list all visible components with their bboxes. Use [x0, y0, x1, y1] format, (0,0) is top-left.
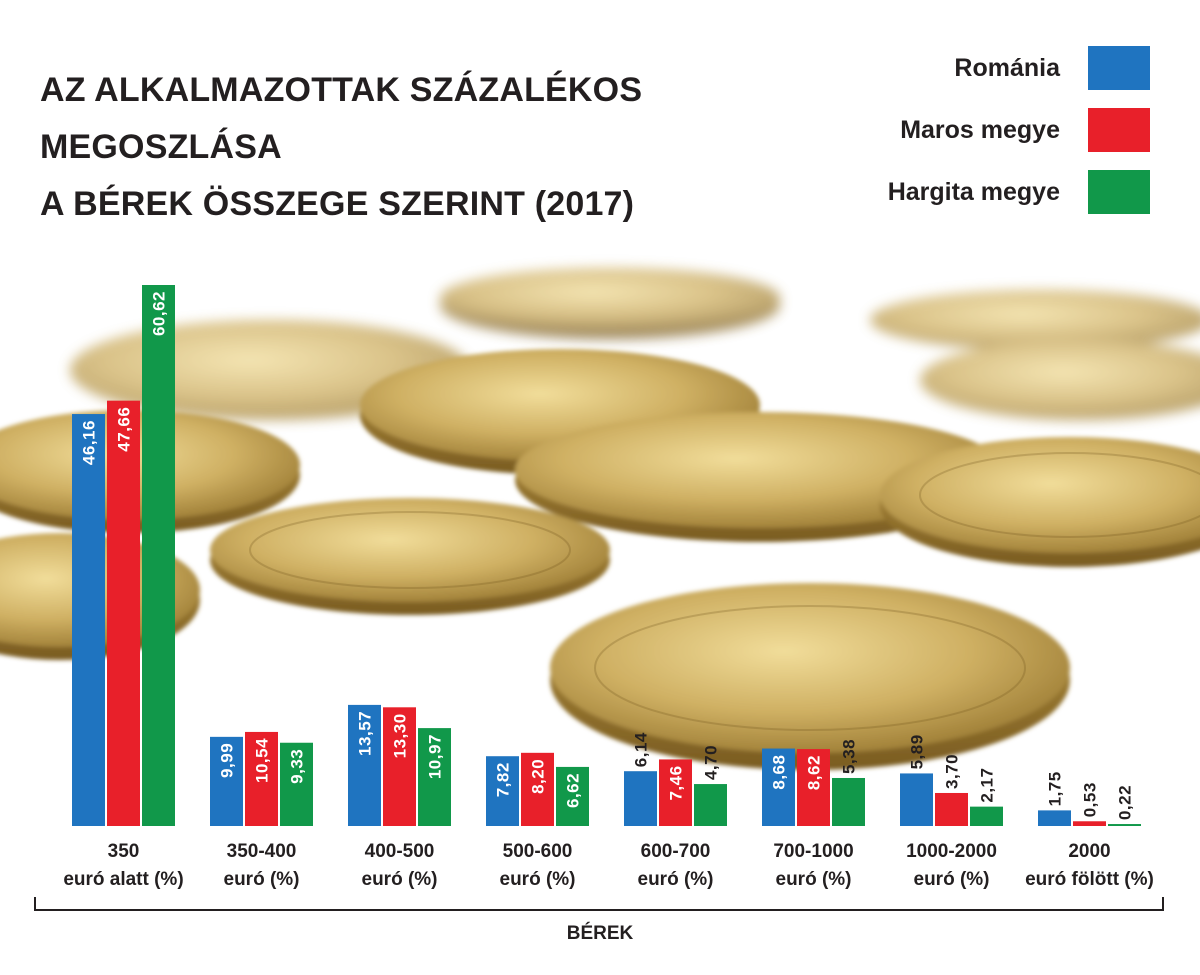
category-label-line: euró (%) — [223, 869, 300, 890]
bar — [521, 752, 554, 826]
data-label: 5,89 — [908, 734, 927, 769]
category-label-line: euró (%) — [499, 869, 576, 890]
category-label: 600-700 euró (%) — [601, 838, 751, 894]
bar — [1038, 810, 1071, 826]
data-label: 6,14 — [632, 732, 651, 767]
bar — [280, 742, 313, 826]
bar — [624, 771, 657, 826]
data-label: 3,70 — [943, 754, 962, 789]
x-axis-title: BÉREK — [566, 923, 634, 944]
legend-label: Maros megye — [900, 116, 1060, 144]
category-label-line: 2000 — [1068, 841, 1111, 862]
bar — [556, 766, 589, 826]
chart-title-line-1: AZ ALKALMAZOTTAK SZÁZALÉKOS MEGOSZLÁSA — [40, 71, 643, 166]
bar — [659, 759, 692, 826]
data-label: 2,17 — [978, 768, 997, 803]
bar — [1108, 824, 1141, 826]
category-label-line: 350-400 — [226, 841, 297, 862]
bar — [107, 400, 140, 826]
data-label: 8,20 — [529, 759, 548, 794]
legend-label: Románia — [954, 54, 1060, 82]
category-label-line: 700-1000 — [773, 841, 854, 862]
bar — [210, 736, 243, 826]
category-label-line: 1000-2000 — [906, 841, 997, 862]
data-label: 5,38 — [840, 739, 859, 774]
category-label: 2000 euró fölött (%) — [1015, 838, 1165, 894]
category-label-line: euró (%) — [361, 869, 438, 890]
bar — [694, 784, 727, 826]
category-label: 350 euró alatt (%) — [49, 838, 199, 894]
bar — [970, 806, 1003, 826]
chart-title: AZ ALKALMAZOTTAK SZÁZALÉKOS MEGOSZLÁSA A… — [40, 62, 800, 233]
bar — [1073, 821, 1106, 826]
x-axis-bracket — [34, 897, 1164, 911]
bar — [486, 756, 519, 826]
data-label: 7,46 — [667, 765, 686, 800]
chart-title-line-2: A BÉREK ÖSSZEGE SZERINT (2017) — [40, 185, 635, 223]
data-label: 9,99 — [218, 743, 237, 778]
data-label: 8,62 — [805, 755, 824, 790]
data-label: 0,22 — [1116, 785, 1135, 820]
category-label-line: euró (%) — [637, 869, 714, 890]
legend: Románia Maros megye Hargita megye — [820, 44, 1150, 230]
bar — [72, 414, 105, 826]
data-label: 10,97 — [426, 734, 445, 779]
category-label: 1000-2000 euró (%) — [877, 838, 1027, 894]
data-label: 6,62 — [564, 773, 583, 808]
category-label: 350-400 euró (%) — [187, 838, 337, 894]
data-label: 60,62 — [150, 291, 169, 336]
bar — [418, 728, 451, 826]
bar — [383, 707, 416, 826]
legend-swatch — [1088, 108, 1150, 152]
bar — [935, 792, 968, 826]
category-label-line: euró (%) — [913, 869, 990, 890]
category-label-line: 350 — [107, 841, 140, 862]
category-label-line: euró alatt (%) — [63, 869, 184, 890]
legend-item-maros: Maros megye — [820, 106, 1150, 168]
category-label: 400-500 euró (%) — [325, 838, 475, 894]
bar — [762, 748, 795, 826]
bar — [797, 749, 830, 826]
category-label: 700-1000 euró (%) — [739, 838, 889, 894]
data-label: 9,33 — [288, 749, 307, 784]
data-label: 1,75 — [1046, 771, 1065, 806]
data-label: 46,16 — [80, 420, 99, 465]
legend-swatch — [1088, 170, 1150, 214]
legend-swatch — [1088, 46, 1150, 90]
bar — [348, 704, 381, 826]
bar — [142, 285, 175, 826]
legend-label: Hargita megye — [887, 178, 1060, 206]
data-label: 47,66 — [115, 407, 134, 452]
category-label-line: 600-700 — [640, 841, 711, 862]
legend-item-hargita: Hargita megye — [820, 168, 1150, 230]
data-label: 10,54 — [253, 738, 272, 783]
category-label-line: euró (%) — [775, 869, 852, 890]
data-label: 7,82 — [494, 762, 513, 797]
category-label-line: 400-500 — [364, 841, 435, 862]
category-label-line: euró fölött (%) — [1025, 869, 1154, 890]
legend-item-romania: Románia — [820, 44, 1150, 106]
data-label: 0,53 — [1081, 782, 1100, 817]
category-label: 500-600 euró (%) — [463, 838, 613, 894]
data-label: 8,68 — [770, 755, 789, 790]
data-label: 13,30 — [391, 713, 410, 758]
bar — [900, 773, 933, 826]
bar — [245, 731, 278, 826]
data-label: 13,57 — [356, 711, 375, 756]
bar — [832, 777, 865, 826]
category-label-line: 500-600 — [502, 841, 573, 862]
data-label: 4,70 — [702, 745, 721, 780]
